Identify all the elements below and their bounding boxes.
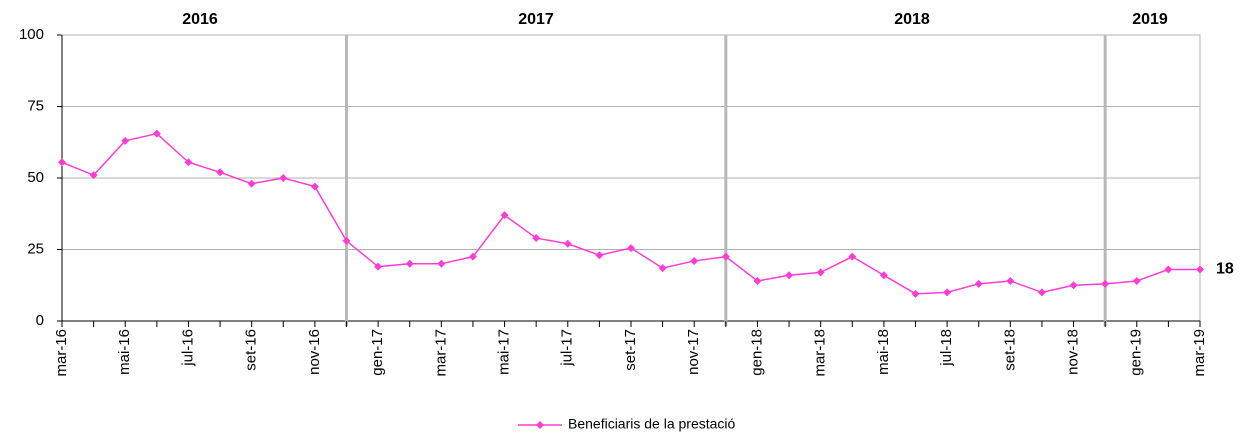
- x-tick-label: nov-16: [306, 329, 323, 375]
- marker: [1006, 276, 1015, 285]
- marker: [974, 279, 983, 288]
- marker: [1037, 288, 1046, 297]
- y-tick-label: 0: [36, 312, 44, 329]
- marker: [943, 288, 952, 297]
- marker: [405, 259, 414, 268]
- x-tick-label: gen-18: [748, 329, 765, 376]
- marker: [911, 289, 920, 298]
- marker: [184, 158, 193, 167]
- marker: [690, 256, 699, 265]
- y-tick-label: 100: [19, 26, 44, 43]
- marker: [721, 252, 730, 261]
- x-tick-label: mar-18: [812, 329, 829, 377]
- marker: [658, 264, 667, 273]
- marker: [58, 158, 66, 167]
- marker: [247, 179, 256, 188]
- marker: [216, 168, 225, 177]
- x-tick-label: set-18: [1001, 329, 1018, 371]
- marker: [816, 268, 825, 277]
- marker: [1101, 279, 1110, 288]
- marker: [89, 171, 98, 180]
- marker: [627, 244, 635, 253]
- marker: [342, 236, 351, 245]
- x-tick-label: set-17: [622, 329, 639, 371]
- y-tick-label: 75: [27, 97, 44, 114]
- x-tick-label: gen-19: [1128, 329, 1145, 376]
- y-tick-label: 50: [27, 169, 44, 186]
- year-label: 2016: [182, 11, 218, 28]
- x-tick-label: nov-18: [1065, 329, 1082, 375]
- legend-marker: [536, 421, 544, 429]
- year-label: 2018: [894, 11, 930, 28]
- x-tick-label: jul-17: [559, 329, 576, 367]
- marker: [374, 262, 383, 271]
- marker: [753, 276, 762, 285]
- marker: [310, 182, 319, 191]
- marker: [1196, 265, 1204, 274]
- year-label: 2019: [1132, 11, 1168, 28]
- x-tick-label: mar-16: [53, 329, 70, 377]
- marker: [279, 174, 288, 182]
- x-tick-label: nov-17: [685, 329, 702, 375]
- year-label: 2017: [518, 11, 554, 28]
- marker: [152, 129, 161, 138]
- marker: [879, 271, 888, 280]
- x-tick-label: mai-18: [875, 329, 892, 375]
- marker: [1069, 281, 1078, 290]
- marker: [500, 211, 509, 220]
- marker: [1164, 265, 1173, 274]
- marker: [437, 259, 446, 268]
- marker: [532, 234, 541, 243]
- legend-label: Beneficiaris de la prestació: [568, 416, 736, 432]
- x-tick-label: set-16: [243, 329, 260, 371]
- marker: [563, 239, 572, 248]
- x-tick-label: jul-18: [938, 329, 955, 367]
- x-tick-label: mai-16: [116, 329, 133, 375]
- marker: [1132, 276, 1141, 285]
- marker: [121, 136, 130, 145]
- x-tick-label: jul-16: [179, 329, 196, 367]
- x-tick-label: mai-17: [496, 329, 513, 375]
- marker: [468, 252, 477, 261]
- marker: [848, 252, 857, 261]
- marker: [785, 271, 794, 280]
- x-tick-label: gen-17: [369, 329, 386, 376]
- series-line: [61, 132, 1200, 295]
- x-tick-label: mar-17: [432, 329, 449, 377]
- marker: [595, 251, 604, 260]
- data-label: 18: [1216, 261, 1234, 278]
- y-tick-label: 25: [27, 240, 44, 257]
- x-tick-label: mar-19: [1191, 329, 1208, 377]
